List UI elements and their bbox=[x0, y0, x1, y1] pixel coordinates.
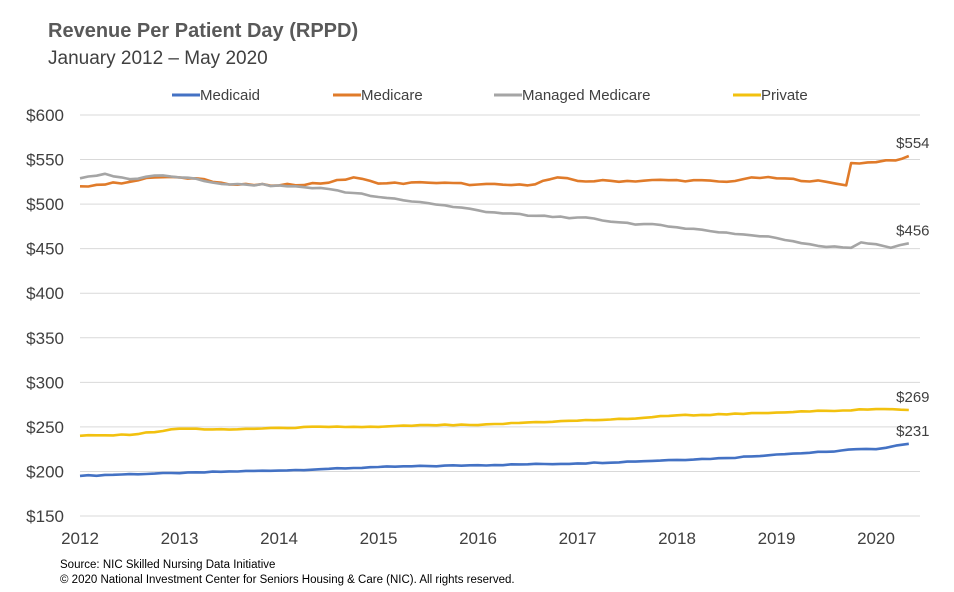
y-tick-label: $250 bbox=[26, 418, 64, 437]
series-line-private bbox=[79, 407, 909, 438]
series-line-managed-medicare bbox=[79, 172, 910, 250]
x-tick-label: 2013 bbox=[161, 529, 199, 548]
x-tick-label: 2016 bbox=[459, 529, 497, 548]
end-labels: $231 $554 $456 $269 bbox=[896, 135, 929, 440]
legend-label: Medicare bbox=[361, 87, 423, 104]
x-tick-label: 2014 bbox=[260, 529, 298, 548]
source-note: Source: NIC Skilled Nursing Data Initiat… bbox=[60, 559, 276, 571]
x-tick-label: 2015 bbox=[360, 529, 398, 548]
y-tick-label: $500 bbox=[26, 195, 64, 214]
y-tick-label: $550 bbox=[26, 151, 64, 170]
gridlines bbox=[80, 114, 920, 517]
y-tick-label: $400 bbox=[26, 284, 64, 303]
x-tick-label: 2017 bbox=[559, 529, 597, 548]
x-tick-label: 2020 bbox=[857, 529, 895, 548]
y-tick-label: $450 bbox=[26, 240, 64, 259]
x-tick-label: 2018 bbox=[658, 529, 696, 548]
end-value-label: $269 bbox=[896, 389, 929, 406]
y-tick-label: $300 bbox=[26, 373, 64, 392]
x-tick-label: 2012 bbox=[61, 529, 99, 548]
x-tick-label: 2019 bbox=[758, 529, 796, 548]
legend-label: Managed Medicare bbox=[522, 87, 650, 104]
y-tick-label: $350 bbox=[26, 329, 64, 348]
legend-label: Private bbox=[761, 87, 808, 104]
end-value-label: $231 bbox=[896, 423, 929, 440]
end-value-label: $554 bbox=[896, 135, 929, 152]
copyright-note: © 2020 National Investment Center for Se… bbox=[60, 574, 515, 586]
end-value-label: $456 bbox=[896, 222, 929, 239]
series-lines bbox=[79, 154, 910, 478]
y-axis-ticks: $150 $200 $250 $300 $350 $400 $450 $500 $550 $600 bbox=[26, 106, 64, 526]
legend: Medicaid Medicare Managed Medicare Private bbox=[172, 87, 808, 104]
y-tick-label: $200 bbox=[26, 462, 64, 481]
y-tick-label: $600 bbox=[26, 106, 64, 125]
x-axis-ticks: 2012 2013 2014 2015 2016 2017 2018 2019 2020 bbox=[61, 529, 895, 548]
series-line-medicaid bbox=[79, 442, 909, 478]
legend-label: Medicaid bbox=[200, 87, 260, 104]
chart-subtitle: January 2012 – May 2020 bbox=[48, 48, 268, 69]
y-tick-label: $150 bbox=[26, 507, 64, 526]
chart-title: Revenue Per Patient Day (RPPD) bbox=[48, 20, 359, 42]
